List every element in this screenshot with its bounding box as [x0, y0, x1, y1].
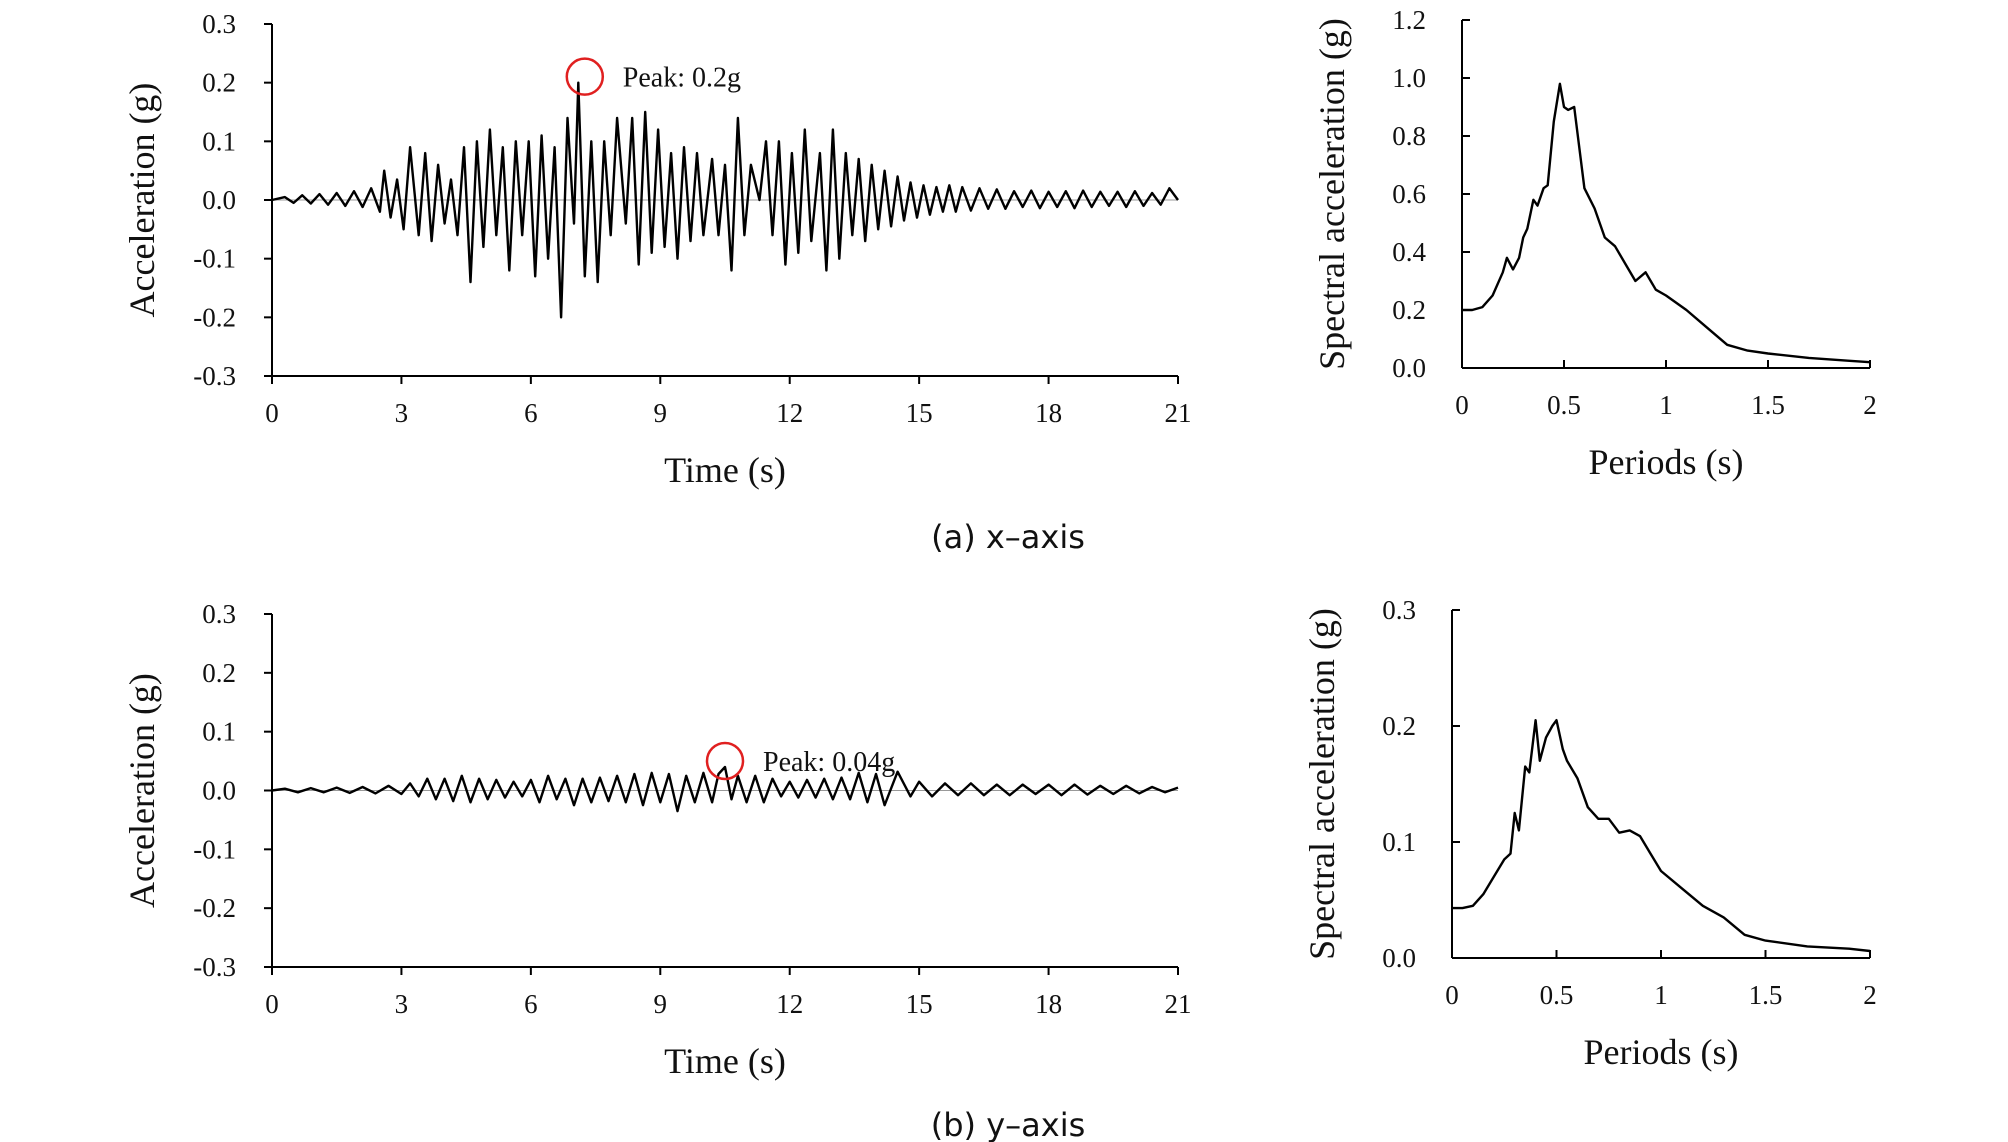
y-tick-label: -0.1 — [193, 244, 236, 274]
x-tick-label: 21 — [1165, 989, 1192, 1019]
y-tick-label: -0.2 — [193, 893, 236, 923]
x-tick-label: 15 — [906, 398, 933, 428]
y-tick-label: 1.2 — [1392, 5, 1426, 35]
y-tick-label: 0.1 — [1382, 827, 1416, 857]
y-tick-label: 0.2 — [202, 658, 236, 688]
x-tick-label: 6 — [524, 989, 538, 1019]
x-tick-label: 0.5 — [1540, 980, 1574, 1010]
x-tick-label: 2 — [1863, 390, 1877, 420]
x-axis-label: Time (s) — [664, 1041, 786, 1081]
peak-annotation: Peak: 0.04g — [763, 747, 895, 778]
y-axis-label: Acceleration (g) — [122, 673, 162, 908]
x-tick-label: 12 — [776, 989, 803, 1019]
y-tick-label: 0.0 — [202, 776, 236, 806]
y-axis-label: Acceleration (g) — [122, 83, 162, 318]
y-tick-label: 0.1 — [202, 126, 236, 156]
x-tick-label: 12 — [776, 398, 803, 428]
y-tick-label: 1.0 — [1392, 63, 1426, 93]
response-spectrum-x: 1.2 1.0 0.8 0.6 0.4 0.2 0.0 0 0.5 1 1.5 2 Periods (s… — [1312, 5, 1877, 482]
y-tick-label: 0.3 — [1382, 595, 1416, 625]
y-tick-label: -0.1 — [193, 834, 236, 864]
y-tick-label: 0.3 — [202, 9, 236, 39]
y-tick-label: -0.3 — [193, 361, 236, 391]
x-tick-label: 0 — [1455, 390, 1469, 420]
x-tick-label: 1 — [1659, 390, 1673, 420]
y-axis-label: Spectral acceleration (g) — [1302, 608, 1342, 960]
caption-b: (b) y–axis — [931, 1106, 1086, 1142]
x-axis-label: Periods (s) — [1589, 442, 1744, 482]
x-tick-label: 18 — [1035, 989, 1062, 1019]
x-tick-label: 15 — [906, 989, 933, 1019]
series-line — [271, 765, 1179, 813]
x-tick-label: 0.5 — [1547, 390, 1581, 420]
x-axis-label: Periods (s) — [1584, 1032, 1739, 1072]
x-tick-label: 3 — [395, 398, 409, 428]
x-tick-label: 21 — [1165, 398, 1192, 428]
series-line — [1462, 82, 1871, 364]
y-tick-label: 0.2 — [202, 68, 236, 98]
x-tick-label: 1 — [1654, 980, 1668, 1010]
response-spectrum-y: 0.3 0.2 0.1 0.0 0 0.5 1 1.5 2 Periods (s) Spectral… — [1302, 595, 1877, 1072]
y-tick-label: 0.3 — [202, 599, 236, 629]
time-history-x: 0.3 0.2 0.1 0.0 -0.1 -0.2 -0.3 0 3 6 9 12 15 18 21 Time… — [122, 9, 1192, 490]
y-tick-label: 0.1 — [202, 717, 236, 747]
peak-marker-circle — [705, 741, 745, 781]
y-tick-label: 0.8 — [1392, 121, 1426, 151]
y-tick-label: 0.6 — [1392, 179, 1426, 209]
x-axis-label: Time (s) — [664, 450, 786, 490]
y-tick-label: 0.0 — [1382, 943, 1416, 973]
y-tick-label: 0.0 — [1392, 353, 1426, 383]
x-tick-label: 6 — [524, 398, 538, 428]
x-tick-label: 9 — [654, 989, 668, 1019]
time-history-y: 0.3 0.2 0.1 0.0 -0.1 -0.2 -0.3 0 3 6 9 12 15 18 21 Time… — [122, 599, 1192, 1081]
y-tick-label: 0.0 — [202, 185, 236, 215]
x-tick-label: 3 — [395, 989, 409, 1019]
x-tick-label: 9 — [654, 398, 668, 428]
y-tick-label: -0.2 — [193, 302, 236, 332]
x-tick-label: 18 — [1035, 398, 1062, 428]
y-tick-label: -0.3 — [193, 952, 236, 982]
x-tick-label: 0 — [265, 989, 279, 1019]
x-tick-label: 0 — [265, 398, 279, 428]
series-line — [271, 81, 1179, 319]
y-axis-label: Spectral acceleration (g) — [1312, 18, 1352, 370]
x-tick-label: 1.5 — [1751, 390, 1785, 420]
caption-a: (a) x–axis — [931, 518, 1085, 556]
y-tick-label: 0.2 — [1392, 295, 1426, 325]
x-tick-label: 1.5 — [1749, 980, 1783, 1010]
y-tick-label: 0.2 — [1382, 711, 1416, 741]
peak-marker-circle — [565, 57, 605, 96]
x-tick-label: 2 — [1863, 980, 1877, 1010]
x-tick-label: 0 — [1445, 980, 1459, 1010]
peak-annotation: Peak: 0.2g — [623, 63, 741, 94]
y-tick-label: 0.4 — [1392, 237, 1426, 267]
series-line — [1452, 719, 1871, 953]
